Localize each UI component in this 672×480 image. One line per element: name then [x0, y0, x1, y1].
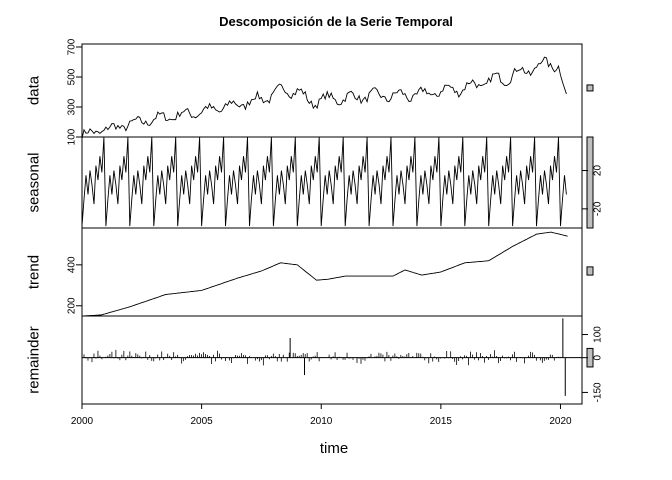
panel-label-remainder: remainder — [26, 326, 43, 394]
scale-bar-seasonal — [586, 136, 594, 229]
y-tick-label-remainder: -150 — [593, 382, 604, 402]
panel-label-seasonal: seasonal — [26, 152, 43, 212]
y-tick-label-data: 100 — [67, 128, 78, 145]
panel-data: 100 300 500 700 data — [26, 38, 594, 145]
scale-bar-data — [586, 84, 594, 92]
y-tick-label-data: 700 — [67, 38, 78, 55]
panel-frame-remainder — [81, 315, 583, 405]
x-tick-label: 2010 — [310, 416, 333, 427]
panel-label-data: data — [26, 75, 43, 105]
series-line-seasonal — [81, 136, 567, 227]
x-axis: 2000 2005 2010 2015 2020 — [71, 404, 572, 427]
series-line-data — [81, 56, 567, 139]
y-tick-label-trend: 400 — [67, 256, 78, 273]
y-tick-label-seasonal: -20 — [593, 201, 604, 216]
x-tick-label: 2000 — [71, 416, 94, 427]
panels-group: 100 300 500 700 data 20 -20 seasonal 200 400 trend… — [26, 38, 604, 405]
panel-frame-trend — [81, 227, 583, 317]
chart-title: Descomposición de la Serie Temporal — [219, 14, 453, 29]
scale-bar-trend — [586, 266, 594, 276]
panel-seasonal: 20 -20 seasonal — [26, 136, 604, 229]
x-tick-label: 2020 — [549, 416, 572, 427]
panel-frame-data — [81, 43, 583, 138]
y-tick-label-seasonal: 20 — [593, 165, 604, 177]
y-tick-label-remainder: 100 — [593, 326, 604, 343]
panel-label-trend: trend — [26, 255, 43, 289]
x-tick-label: 2015 — [430, 416, 453, 427]
y-tick-label-remainder: 0 — [593, 354, 604, 360]
x-axis-title: time — [320, 440, 348, 457]
y-tick-label-trend: 200 — [67, 297, 78, 314]
series-line-trend — [81, 231, 568, 317]
panel-trend: 200 400 trend — [26, 227, 594, 317]
panel-remainder: 100 0 -150 remainder — [26, 315, 604, 405]
y-tick-label-data: 500 — [67, 68, 78, 85]
y-tick-label-data: 300 — [67, 98, 78, 115]
x-tick-label: 2005 — [190, 416, 213, 427]
